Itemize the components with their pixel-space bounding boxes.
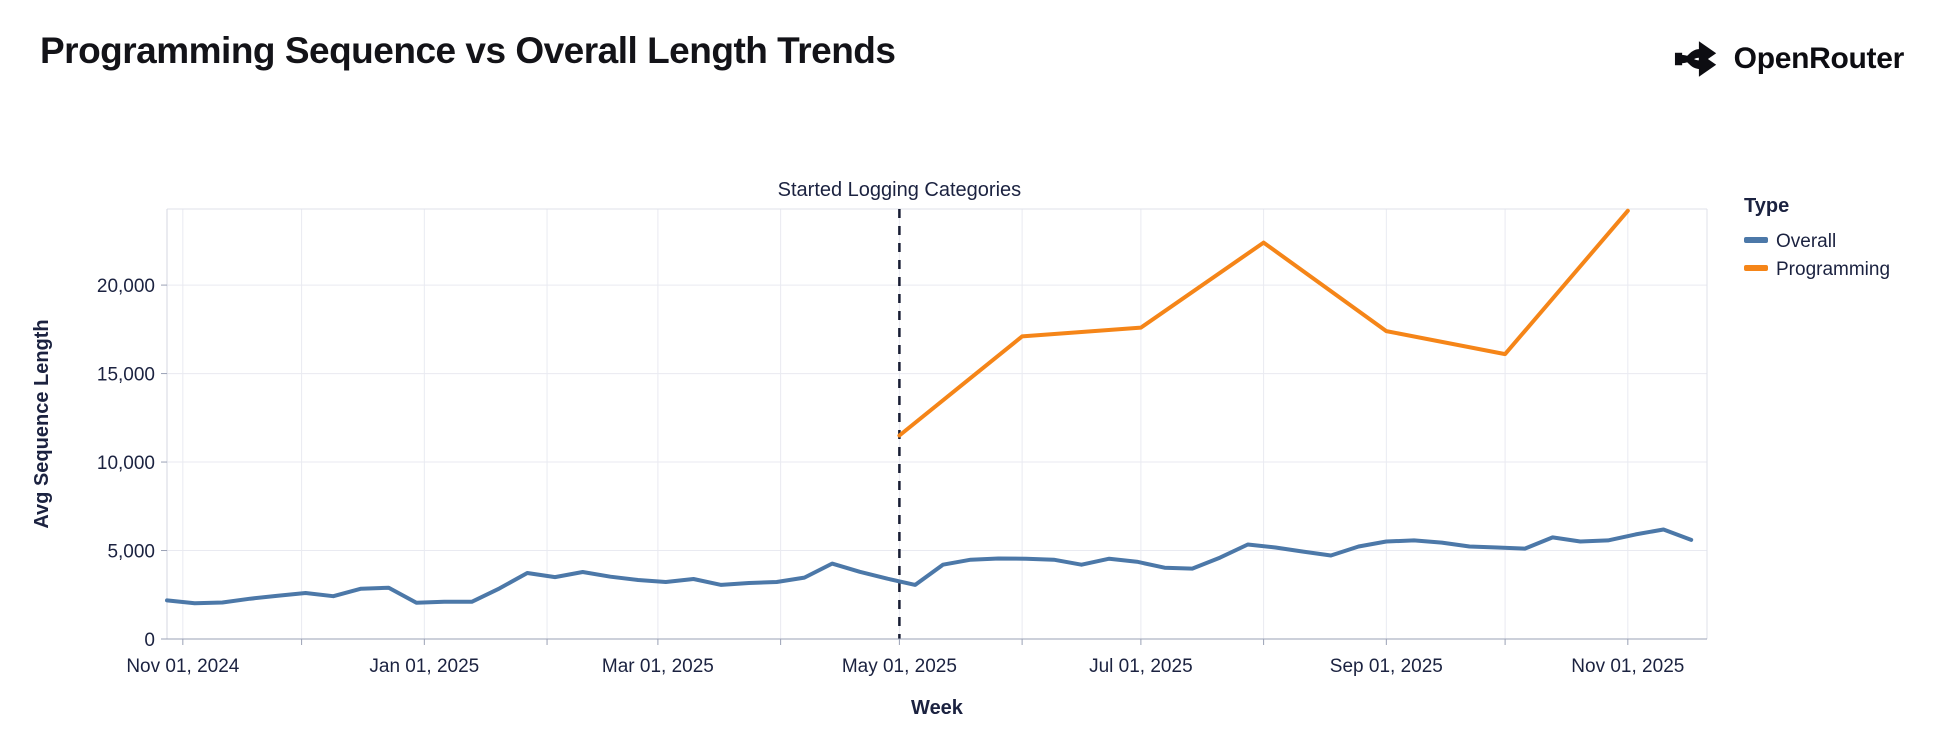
legend-swatch	[1744, 237, 1768, 243]
legend-title: Type	[1744, 195, 1789, 217]
brand-name: OpenRouter	[1733, 42, 1905, 75]
x-tick-label: Sep 01, 2025	[1330, 656, 1443, 677]
x-tick-label: May 01, 2025	[842, 656, 957, 677]
x-tick-label: Jul 01, 2025	[1089, 656, 1193, 677]
series-line-overall	[165, 527, 1694, 606]
series-layer	[165, 208, 1694, 606]
x-axis-title: Week	[911, 697, 964, 719]
x-tick-label: Mar 01, 2025	[602, 656, 714, 677]
brand-lockup: OpenRouter	[1674, 36, 1904, 82]
y-tick-label: 20,000	[97, 276, 155, 297]
legend-swatch	[1744, 265, 1768, 271]
axes-layer: Nov 01, 2024 Jan 01, 2025 Mar 01, 2025 May …	[97, 276, 1707, 677]
legend-entry-label: Overall	[1776, 231, 1836, 252]
y-tick-label: 10,000	[97, 453, 155, 474]
series-line-programming	[897, 208, 1630, 438]
openrouter-logo-icon	[1674, 36, 1720, 82]
grid-layer	[166, 208, 1708, 639]
page-title: Programming Sequence vs Overall Length T…	[40, 30, 896, 71]
legend-entry-overall[interactable]: Overall	[1744, 231, 1836, 252]
y-tick-label: 5,000	[107, 542, 155, 563]
y-tick-label: 15,000	[97, 365, 155, 386]
x-tick-label: Jan 01, 2025	[369, 656, 479, 677]
legend: Type Overall Programming	[1744, 195, 1890, 280]
x-tick-label: Nov 01, 2025	[1571, 656, 1684, 677]
y-axis-title: Avg Sequence Length	[31, 319, 53, 528]
legend-entry-label: Programming	[1776, 259, 1890, 280]
legend-entry-programming[interactable]: Programming	[1744, 259, 1890, 280]
x-tick-label: Nov 01, 2024	[126, 656, 239, 677]
y-tick-label: 0	[144, 630, 155, 651]
annotation-label: Started Logging Categories	[778, 179, 1022, 201]
